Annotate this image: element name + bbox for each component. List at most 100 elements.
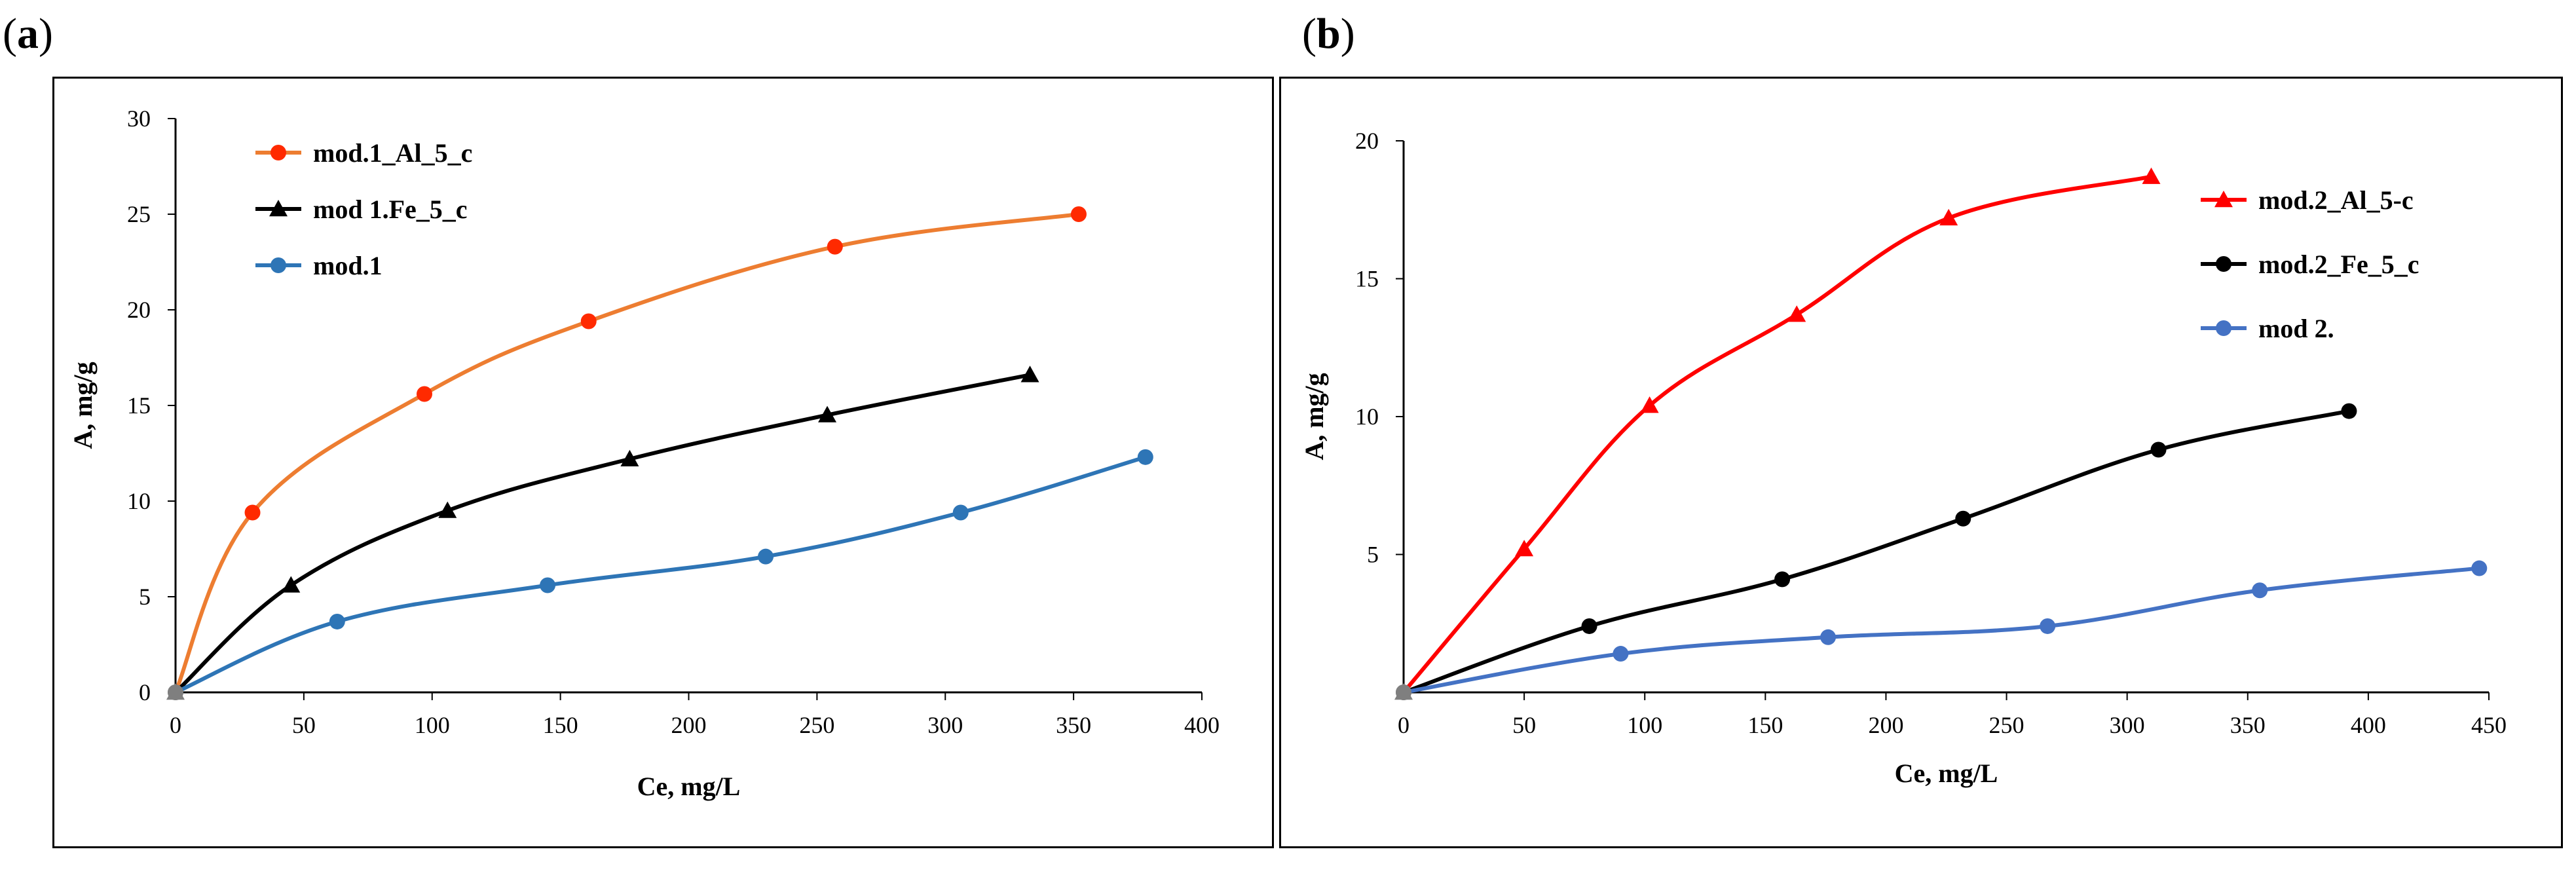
chart-a-series-2-point bbox=[329, 613, 345, 629]
chart-b-series-1-point bbox=[1955, 510, 1971, 527]
chart-b-x-tick-label: 50 bbox=[1512, 712, 1536, 738]
panel-a-letter: a bbox=[16, 10, 39, 58]
panel-b-letter: b bbox=[1316, 10, 1341, 58]
chart-b-series-2-point bbox=[2471, 560, 2488, 576]
chart-b-x-tick-label: 350 bbox=[2230, 712, 2266, 738]
chart-b-legend-swatch-marker bbox=[2214, 191, 2233, 208]
chart-a-series-2-point bbox=[1137, 449, 1153, 465]
chart-a-x-tick-label: 250 bbox=[799, 712, 834, 738]
chart-b-y-tick-label: 10 bbox=[1355, 403, 1379, 430]
chart-b-series-2 bbox=[1396, 560, 2488, 700]
chart-a-series-1-line bbox=[174, 373, 1032, 694]
chart-b-x-axis-title: Ce, mg/L bbox=[1895, 759, 1998, 788]
panel-b-label: (b) bbox=[1302, 10, 1355, 58]
chart-a-series-2-point bbox=[952, 504, 969, 521]
chart-b-y-tick-label: 20 bbox=[1355, 128, 1379, 154]
chart-a-x-tick-label: 50 bbox=[292, 712, 316, 738]
chart-a-legend-entry: mod.1_Al_5_c bbox=[255, 138, 472, 168]
chart-a-series-2-point bbox=[168, 684, 183, 700]
chart-b-series-2-point bbox=[2040, 618, 2056, 634]
chart-b-series-2-line bbox=[1402, 566, 2482, 694]
chart-a-series-0-point bbox=[580, 313, 597, 329]
chart-b-x-tick-label: 250 bbox=[1989, 712, 2025, 738]
chart-a-y-tick-label: 30 bbox=[127, 105, 151, 132]
chart-a: 0 50 100 150 200 250 300 350 400 0 5 10 15 20 25 30 Ce, … bbox=[68, 105, 1220, 801]
chart-b-series-1-point bbox=[2150, 441, 2167, 458]
chart-a-legend-swatch-marker bbox=[271, 145, 286, 160]
chart-a-series-2-point bbox=[758, 548, 774, 565]
chart-a-series-1-point bbox=[282, 576, 301, 593]
chart-a-series-1-point bbox=[620, 449, 639, 466]
chart-b-x-tick-label: 150 bbox=[1747, 712, 1783, 738]
chart-b-series-0-point bbox=[1787, 305, 1806, 322]
chart-a-legend-entry: mod 1.Fe_5_c bbox=[255, 195, 468, 224]
chart-b-series-1-line bbox=[1402, 409, 2351, 694]
chart-a-y-tick-label: 10 bbox=[127, 488, 151, 514]
chart-a-x-axis-title: Ce, mg/L bbox=[637, 772, 741, 801]
chart-b-y-tick-label: 5 bbox=[1367, 542, 1379, 568]
chart-a-y-tick-label: 5 bbox=[139, 584, 151, 610]
chart-b-legend-swatch-marker bbox=[2216, 320, 2231, 336]
chart-b-series-0-point bbox=[2142, 167, 2161, 184]
chart-a-x-tick-label: 400 bbox=[1184, 712, 1220, 738]
chart-a-x-tick-label: 0 bbox=[170, 712, 181, 738]
chart-b-series-1 bbox=[1396, 403, 2357, 700]
chart-b-x-tick-label: 0 bbox=[1398, 712, 1409, 738]
chart-b-series-1-point bbox=[1581, 618, 1597, 634]
chart-b-series-2-point bbox=[2252, 582, 2268, 599]
chart-a-series-0-point bbox=[416, 386, 432, 402]
chart-a-x-tick-label: 350 bbox=[1056, 712, 1091, 738]
chart-a-x-tick-label: 150 bbox=[543, 712, 578, 738]
chart-b-legend-entry: mod 2. bbox=[2201, 314, 2334, 343]
chart-a-series-0-line bbox=[174, 212, 1081, 694]
chart-b-x-tick-label: 400 bbox=[2351, 712, 2386, 738]
chart-a-x-tick-label: 200 bbox=[671, 712, 707, 738]
chart-a-legend-swatch-marker bbox=[269, 200, 288, 217]
chart-b-series-1-point bbox=[1774, 571, 1791, 588]
chart-b-y-tick-label: 15 bbox=[1355, 266, 1379, 292]
chart-b-legend-entry: mod.2_Fe_5_c bbox=[2201, 250, 2419, 279]
chart-b-x-tick-label: 200 bbox=[1868, 712, 1903, 738]
chart-a-y-tick-label: 15 bbox=[127, 392, 151, 419]
chart-b-series-2-point bbox=[1820, 629, 1837, 645]
chart-b-legend-label: mod.2_Al_5-c bbox=[2258, 185, 2414, 215]
chart-a-series-1-point bbox=[818, 405, 837, 422]
chart-a-legend-label: mod.1_Al_5_c bbox=[313, 138, 472, 168]
chart-a-x-tick-label: 300 bbox=[927, 712, 963, 738]
panel-a-label: (a) bbox=[3, 10, 53, 58]
chart-a-legend-label: mod.1 bbox=[313, 251, 383, 280]
chart-a-frame bbox=[52, 77, 1274, 848]
chart-b-legend-label: mod 2. bbox=[2258, 314, 2334, 343]
chart-a-series-1 bbox=[166, 366, 1039, 700]
chart-b-x-tick-label: 450 bbox=[2471, 712, 2507, 738]
chart-a-legend-label: mod 1.Fe_5_c bbox=[313, 195, 468, 224]
chart-b-series-0-line bbox=[1402, 174, 2154, 694]
chart-a-series-1-point bbox=[438, 501, 457, 518]
chart-a-series-2-line bbox=[174, 455, 1148, 694]
chart-b-legend-swatch-marker bbox=[2216, 256, 2231, 272]
chart-b-y-axis-title: A, mg/g bbox=[1299, 373, 1329, 460]
chart-a-y-tick-label: 0 bbox=[139, 679, 151, 705]
chart-b-series-0-point bbox=[1515, 540, 1534, 557]
chart-b: 0 50 100 150 200 250 300 350 400 450 5 10 15 20 Ce, mg… bbox=[1299, 128, 2507, 788]
chart-a-legend-entry: mod.1 bbox=[255, 251, 383, 280]
chart-a-legend-swatch-marker bbox=[271, 257, 286, 273]
chart-a-series-2 bbox=[168, 449, 1153, 700]
chart-a-series-0-point bbox=[827, 238, 843, 255]
chart-a-series-0-point bbox=[244, 504, 261, 521]
chart-b-series-0-point bbox=[1640, 396, 1659, 413]
chart-a-y-axis-title: A, mg/g bbox=[68, 362, 98, 449]
chart-b-legend-label: mod.2_Fe_5_c bbox=[2258, 250, 2419, 279]
chart-a-series-1-point bbox=[1020, 366, 1039, 383]
chart-b-legend-entry: mod.2_Al_5-c bbox=[2201, 185, 2414, 215]
chart-b-x-tick-label: 300 bbox=[2110, 712, 2145, 738]
chart-a-series-0 bbox=[168, 206, 1087, 700]
chart-a-series-0-point bbox=[1070, 206, 1087, 222]
chart-a-y-tick-label: 20 bbox=[127, 297, 151, 323]
chart-b-x-tick-label: 100 bbox=[1627, 712, 1662, 738]
chart-b-series-2-point bbox=[1396, 684, 1411, 700]
chart-a-series-2-point bbox=[540, 577, 556, 593]
chart-b-series-2-point bbox=[1613, 646, 1629, 662]
chart-a-x-tick-label: 100 bbox=[415, 712, 450, 738]
